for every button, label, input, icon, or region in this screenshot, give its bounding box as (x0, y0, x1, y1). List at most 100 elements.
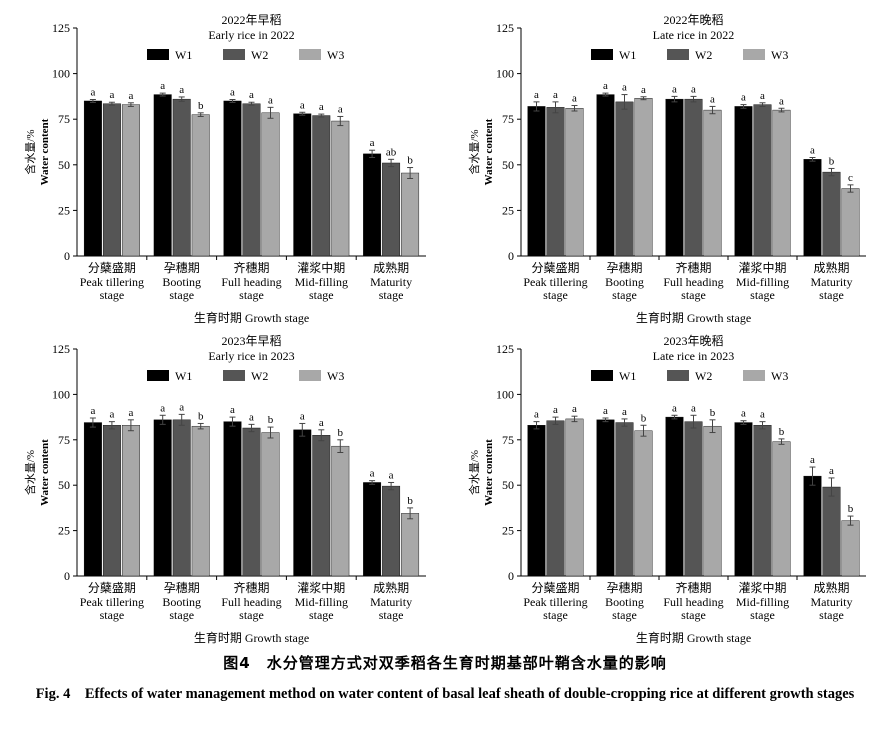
significance-letter: a (319, 101, 324, 113)
bar-w1 (734, 422, 753, 577)
x-tick-label-en-stage: stage (100, 288, 125, 302)
legend-label-w1: W1 (175, 369, 192, 383)
x-tick-label-en: Full heading (221, 275, 281, 289)
x-tick-label-zh: 成熟期 (813, 580, 849, 595)
significance-letter: a (179, 84, 184, 96)
bar-w1 (153, 419, 172, 577)
bar-w3 (331, 445, 350, 577)
x-tick-label-en: Booting (162, 275, 201, 289)
y-tick-label: 125 (496, 342, 514, 356)
y-axis-label-zh: 含水量/% (467, 129, 481, 174)
x-tick-label-en: Peak tillering (523, 595, 587, 609)
significance-letter: a (128, 90, 133, 102)
chart-title: 2022年早稻 (221, 13, 281, 27)
x-tick-label-en: Booting (605, 275, 644, 289)
significance-letter: a (741, 92, 746, 104)
x-tick-label-en-stage: stage (309, 608, 334, 622)
legend-label-w2: W2 (251, 369, 268, 383)
significance-letter: a (622, 406, 627, 418)
significance-letter: a (268, 94, 273, 106)
bar-w1 (596, 94, 615, 257)
bar-w2 (102, 425, 121, 577)
legend-swatch-w2 (667, 49, 689, 60)
significance-letter: a (603, 405, 608, 417)
bar-w2 (312, 115, 331, 257)
significance-letter: a (603, 80, 608, 92)
y-tick-label: 100 (52, 387, 70, 401)
bar-w1 (363, 153, 382, 257)
x-axis-label: 生育时期 Growth stage (636, 630, 751, 645)
significance-letter: b (829, 155, 835, 167)
significance-letter: a (572, 403, 577, 415)
significance-letter: a (810, 454, 815, 466)
x-tick-label-en-stage: stage (681, 288, 706, 302)
significance-letter: a (319, 417, 324, 429)
x-tick-label-en-stage: stage (750, 608, 775, 622)
bar-w3 (121, 104, 140, 257)
bar-w2 (684, 98, 703, 257)
significance-letter: a (179, 401, 184, 413)
y-tick-label: 0 (508, 249, 514, 263)
bar-w3 (565, 108, 584, 257)
significance-letter: a (672, 402, 677, 414)
legend-label-w3: W3 (327, 48, 344, 62)
y-axis-label-en: Water content (483, 118, 495, 185)
significance-letter: a (160, 402, 165, 414)
y-tick-label: 0 (508, 569, 514, 583)
chart-subtitle: Early rice in 2022 (208, 28, 294, 42)
bar-w3 (191, 425, 210, 577)
significance-letter: a (300, 410, 305, 422)
y-tick-label: 0 (64, 569, 70, 583)
significance-letter: a (338, 103, 343, 115)
y-axis-label-en: Water content (39, 439, 51, 506)
chart-title: 2023年晚稻 (663, 334, 723, 348)
significance-letter: a (741, 408, 746, 420)
significance-letter: a (622, 82, 627, 94)
bar-w2 (822, 171, 841, 257)
significance-letter: a (641, 84, 646, 96)
x-tick-label-en-stage: stage (169, 288, 194, 302)
legend-label-w2: W2 (695, 48, 712, 62)
significance-letter: b (407, 495, 413, 507)
y-axis-label-en: Water content (39, 118, 51, 185)
y-tick-label: 75 (58, 112, 70, 126)
x-tick-label-zh: 分蘖盛期 (531, 580, 579, 595)
x-tick-label-en-stage: stage (100, 608, 125, 622)
legend-label-w1: W1 (619, 48, 636, 62)
bar-w1 (223, 421, 242, 577)
y-tick-label: 125 (496, 21, 514, 35)
x-tick-label-zh: 灌浆中期 (297, 580, 345, 595)
significance-letter: b (198, 100, 204, 112)
x-tick-label-en: Maturity (370, 275, 412, 289)
legend-swatch-w3 (299, 49, 321, 60)
x-tick-label-zh: 孕穗期 (606, 581, 642, 595)
significance-letter: a (109, 409, 114, 421)
figure-caption-en: Fig. 4 Effects of water management metho… (35, 686, 855, 702)
bar-w3 (401, 172, 420, 257)
bar-w1 (596, 419, 615, 577)
x-tick-label-en-stage: stage (239, 288, 264, 302)
x-tick-label-en-stage: stage (379, 608, 404, 622)
x-tick-label-en-stage: stage (681, 608, 706, 622)
bar-w2 (102, 103, 121, 257)
chart-panel-2: 0 25 50 75 100 125 含水量/% Water content 2022年晚稻La… (467, 13, 866, 325)
significance-letter: b (710, 407, 716, 419)
legend-swatch-w2 (223, 370, 245, 381)
bar-w1 (665, 98, 684, 257)
significance-letter: a (160, 80, 165, 92)
significance-letter: a (760, 90, 765, 102)
x-tick-label-en: Mid-filling (295, 275, 348, 289)
x-tick-label-en: Full heading (663, 275, 723, 289)
bar-w2 (753, 104, 772, 257)
x-tick-label-zh: 灌浆中期 (297, 260, 345, 275)
bar-w3 (703, 109, 722, 257)
significance-letter: ab (386, 146, 397, 158)
y-tick-label: 0 (64, 249, 70, 263)
x-tick-label-en-stage: stage (379, 288, 404, 302)
x-tick-label-zh: 分蘖盛期 (88, 580, 136, 595)
legend-swatch-w1 (591, 49, 613, 60)
y-tick-label: 100 (52, 67, 70, 81)
bar-w1 (223, 100, 242, 257)
y-tick-label: 125 (52, 21, 70, 35)
y-tick-label: 125 (52, 342, 70, 356)
